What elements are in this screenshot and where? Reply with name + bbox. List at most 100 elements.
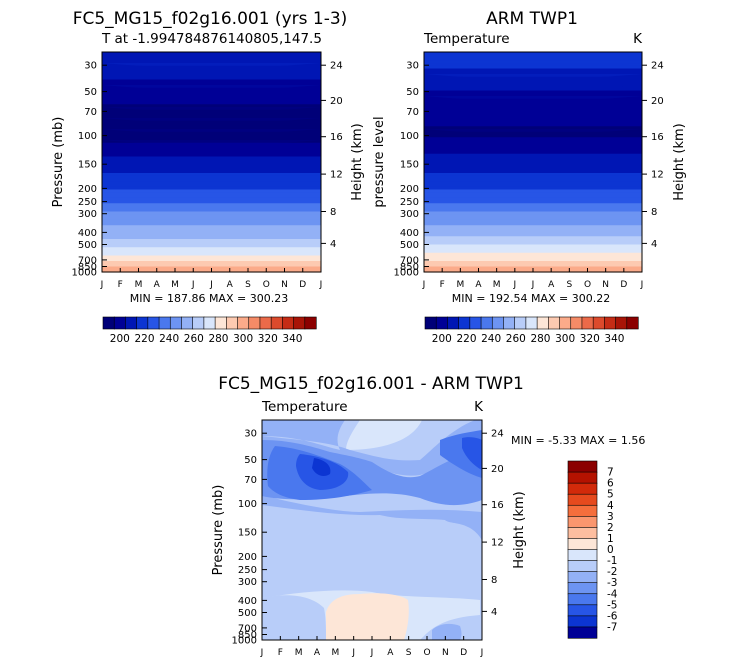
temperature-band <box>102 167 321 171</box>
temperature-band <box>102 79 321 83</box>
temperature-band <box>102 164 321 169</box>
temperature-band <box>102 107 321 111</box>
colorbar-swatch <box>567 571 598 584</box>
panel3-subtitle-right: K <box>474 399 484 415</box>
temperature-band <box>424 148 642 152</box>
temperature-band <box>102 131 321 136</box>
height-tick-label: 24 <box>330 61 343 72</box>
temperature-band <box>424 263 642 268</box>
temperature-band <box>102 228 321 232</box>
colorbar-swatch <box>567 482 598 495</box>
temperature-band <box>102 241 321 246</box>
temperature-band <box>424 101 642 105</box>
x-tick-label: J <box>422 280 426 290</box>
temperature-band <box>102 252 321 257</box>
y-tick-label: 200 <box>400 184 419 195</box>
x-tick-label: M <box>331 648 339 658</box>
colorbar-tick-label: 260 <box>506 333 526 345</box>
temperature-band <box>102 145 321 149</box>
temperature-band <box>424 118 642 122</box>
panel1-min-max: MIN = 187.86 MAX = 300.23 <box>130 292 288 305</box>
temperature-band <box>424 57 642 61</box>
y-tick-label: 200 <box>238 552 257 563</box>
panel-difference: FC5_MG15_f02g16.001 - ARM TWP1 Temperatu… <box>211 374 645 658</box>
temperature-band <box>102 148 321 152</box>
diff-region-near-bottom <box>432 623 462 640</box>
temperature-band <box>424 52 642 56</box>
x-tick-label: N <box>442 648 449 658</box>
temperature-band <box>102 255 321 259</box>
height-tick-label: 12 <box>491 538 504 549</box>
x-tick-label: O <box>584 280 591 290</box>
temperature-band <box>102 156 321 160</box>
y-tick-label: 50 <box>84 87 97 98</box>
colorbar-tick-label: 280 <box>208 333 228 345</box>
height-tick-label: 8 <box>330 207 336 218</box>
temperature-band <box>102 203 321 207</box>
y-tick-label: 200 <box>78 184 97 195</box>
temperature-band <box>102 120 321 125</box>
temperature-band <box>102 126 321 130</box>
temperature-band <box>424 93 642 97</box>
colorbar-tick-label: 320 <box>258 333 278 345</box>
temperature-band <box>424 156 642 160</box>
temperature-band <box>424 236 642 240</box>
temperature-band <box>424 68 642 72</box>
panel3-y-axis-label: Pressure (mb) <box>211 485 226 576</box>
temperature-band <box>102 142 321 147</box>
temperature-band <box>424 247 642 251</box>
x-tick-label: D <box>620 280 627 290</box>
temperature-band <box>102 184 321 188</box>
temperature-band <box>424 104 642 108</box>
panel-observations: ARM TWP1 Temperature K 30 50 70 100 150 200 25… <box>372 9 687 345</box>
y-tick-label: 400 <box>238 596 257 607</box>
panel3-subtitle-left: Temperature <box>261 399 348 415</box>
temperature-band <box>102 222 321 226</box>
y-tick-label: 30 <box>244 429 257 440</box>
temperature-band <box>424 192 642 196</box>
x-tick-label: N <box>281 280 288 290</box>
panel2-right-axis-label: Height (km) <box>672 123 687 200</box>
colorbar-swatch <box>169 316 183 330</box>
colorbar-swatch <box>237 316 250 330</box>
colorbar-tick-label: 2 <box>607 522 614 534</box>
temperature-band <box>102 186 321 191</box>
y-tick-label: 30 <box>406 61 419 72</box>
temperature-band <box>424 162 642 166</box>
temperature-band <box>424 126 642 130</box>
y-tick-label: 1000 <box>394 268 419 279</box>
y-tick-label: 500 <box>400 240 419 251</box>
temperature-band <box>424 228 642 232</box>
temperature-band <box>424 82 642 86</box>
x-tick-label: J <box>209 280 213 290</box>
temperature-band <box>102 233 321 237</box>
temperature-band <box>102 82 321 86</box>
temperature-band <box>424 115 642 119</box>
colorbar-swatch <box>282 316 295 330</box>
temperature-band <box>424 151 642 155</box>
panel1-colorbar: 200 220 240 260 280 300 320 340 <box>102 316 317 345</box>
colorbar-swatch <box>567 471 598 484</box>
colorbar-tick-label: 340 <box>604 333 624 345</box>
y-tick-label: 850 <box>238 630 257 641</box>
colorbar-swatch <box>567 604 598 617</box>
height-tick-label: 20 <box>330 96 343 107</box>
colorbar-swatch <box>615 316 628 330</box>
colorbar-tick-label: 260 <box>184 333 204 345</box>
height-tick-label: 4 <box>491 607 497 618</box>
height-tick-label: 4 <box>651 239 657 250</box>
temperature-band <box>424 76 642 81</box>
x-tick-label: F <box>118 280 123 290</box>
temperature-band <box>102 225 321 229</box>
panel2-subtitle-left: Temperature <box>423 31 510 47</box>
colorbar-swatch <box>435 316 449 330</box>
temperature-band <box>102 52 321 56</box>
temperature-band <box>424 98 642 103</box>
diff-region-minus-6-to-7 <box>312 458 331 476</box>
colorbar-swatch <box>203 316 216 330</box>
temperature-band <box>424 173 642 177</box>
temperature-band <box>102 153 321 158</box>
temperature-band <box>102 90 321 94</box>
temperature-band <box>102 230 321 235</box>
